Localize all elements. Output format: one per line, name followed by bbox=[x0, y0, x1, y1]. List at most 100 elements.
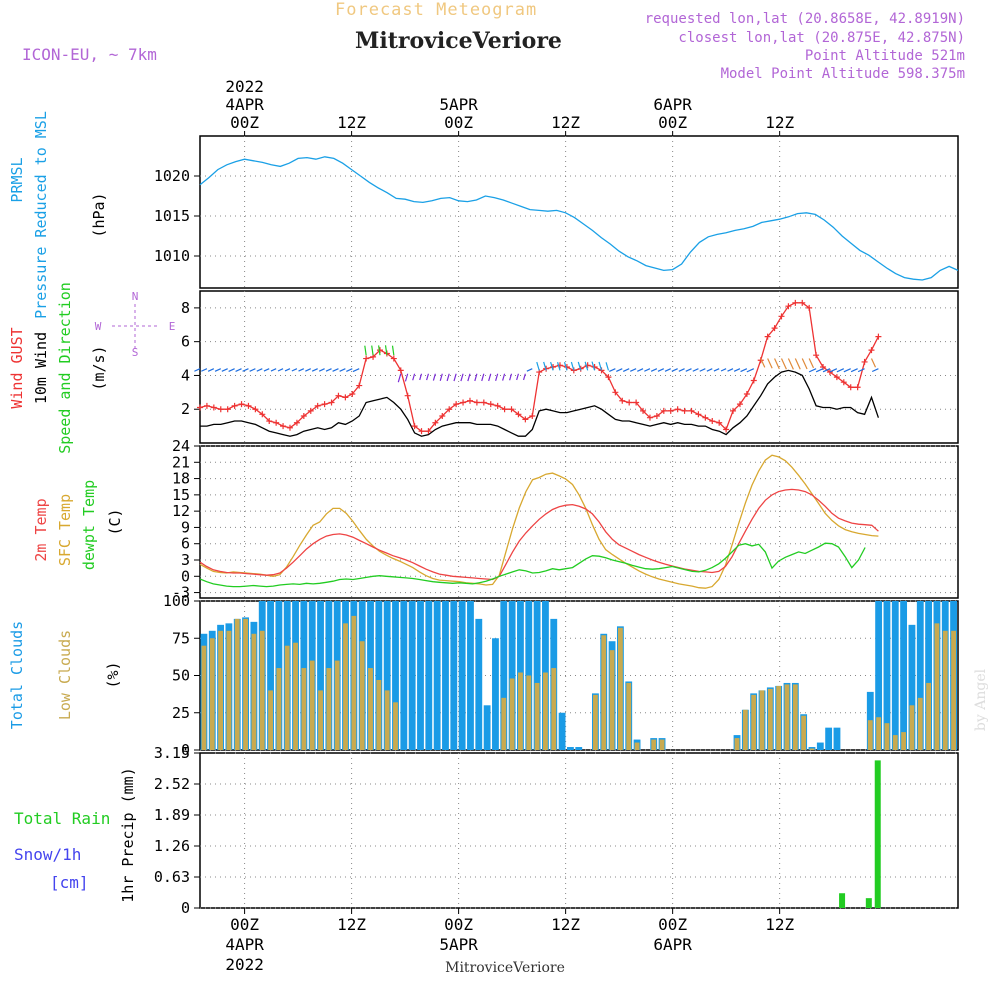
top-time-label: 00Z bbox=[444, 113, 473, 132]
low-cloud-bar bbox=[276, 668, 282, 750]
wind-arrow bbox=[352, 368, 360, 373]
total-cloud-bar bbox=[475, 618, 483, 750]
low-cloud-bar bbox=[343, 623, 348, 750]
precip-bar bbox=[865, 898, 872, 908]
gust-marker bbox=[460, 399, 467, 406]
wind-arrow bbox=[488, 373, 492, 382]
wind-arrow bbox=[836, 368, 845, 373]
wind-arrow bbox=[270, 368, 277, 372]
gust-marker bbox=[826, 369, 833, 376]
t2m-line bbox=[199, 488, 879, 581]
gust-marker bbox=[293, 419, 300, 426]
ytick-label: 0.63 bbox=[154, 868, 190, 886]
wind-arrow bbox=[291, 368, 298, 372]
low-cloud-bar bbox=[767, 688, 773, 750]
top-year-label: 2022 bbox=[225, 77, 264, 96]
wind-arrow bbox=[404, 373, 409, 382]
wind-arrow bbox=[509, 373, 513, 381]
wind-arrow bbox=[378, 345, 381, 356]
low-cloud-bar bbox=[526, 675, 532, 750]
top-time-label: 12Z bbox=[765, 113, 794, 132]
wind-arrow bbox=[787, 358, 794, 370]
ytick-label: 6 bbox=[181, 535, 190, 553]
gust-marker bbox=[508, 406, 515, 413]
bottom-time-label: 4APR bbox=[225, 935, 264, 954]
top-time-label: 4APR bbox=[225, 95, 264, 114]
wind-arrow bbox=[706, 368, 713, 372]
wind-arrow bbox=[332, 368, 339, 372]
low-cloud-bar bbox=[951, 630, 956, 750]
watermark: by Angel bbox=[973, 668, 989, 731]
footer-title: MitroviceVeriore bbox=[445, 960, 565, 976]
pressure-label-2: Pressure Reduced to MSL bbox=[32, 111, 50, 319]
wind-arrow bbox=[699, 368, 706, 372]
gust-marker bbox=[473, 399, 480, 406]
total-cloud-bar bbox=[891, 601, 899, 750]
gust-marker bbox=[197, 404, 203, 411]
total-cloud-bar bbox=[425, 601, 433, 750]
low-cloud-bar bbox=[867, 720, 873, 750]
low-cloud-bar bbox=[792, 684, 798, 750]
low-cloud-bar bbox=[226, 630, 232, 750]
gust-marker bbox=[640, 407, 647, 414]
total-cloud-bar bbox=[533, 601, 541, 750]
wind-arrow bbox=[850, 368, 858, 373]
ytick-label: 24 bbox=[172, 437, 190, 455]
gust-marker bbox=[224, 406, 231, 413]
bottom-time-label: 00Z bbox=[658, 915, 687, 934]
gust-marker bbox=[314, 402, 321, 409]
low-cloud-bar bbox=[251, 633, 257, 750]
gust-marker bbox=[203, 402, 210, 409]
gust-marker bbox=[335, 392, 342, 399]
wind-arrow bbox=[439, 373, 443, 381]
wind-arrow bbox=[325, 368, 332, 372]
wind-arrow bbox=[713, 368, 720, 372]
low-cloud-bar bbox=[501, 697, 507, 750]
wind-arrow bbox=[201, 368, 208, 372]
wind-arrow bbox=[740, 368, 748, 373]
wind-arrow bbox=[214, 368, 222, 372]
total-cloud-bar bbox=[916, 601, 924, 750]
wind-arrow bbox=[543, 361, 547, 371]
low-cloud-bar bbox=[268, 690, 273, 750]
low-cloud-bar bbox=[384, 690, 390, 750]
wind-arrow bbox=[277, 368, 284, 372]
low-cloud-bar bbox=[759, 690, 765, 750]
gust-marker bbox=[806, 304, 813, 311]
total-cloud-bar bbox=[875, 601, 883, 750]
bottom-time-label: 5APR bbox=[439, 935, 478, 954]
wind-arrow bbox=[727, 368, 734, 372]
ytick-label: 4 bbox=[181, 366, 190, 384]
total-cloud-bar bbox=[567, 747, 574, 750]
gust-marker bbox=[252, 406, 259, 413]
gust-marker bbox=[210, 404, 217, 411]
total-cloud-bar bbox=[375, 601, 383, 750]
low-cloud-bar bbox=[301, 668, 307, 750]
gust-marker bbox=[390, 355, 397, 362]
low-cloud-bar bbox=[518, 672, 523, 750]
low-cloud-bar bbox=[326, 668, 332, 750]
ytick-label: 3 bbox=[181, 551, 190, 569]
total-clouds-label: Total Clouds bbox=[8, 621, 26, 729]
gust-marker bbox=[404, 392, 411, 399]
wind-arrow bbox=[305, 368, 312, 372]
precip-axis-label: 1hr Precip (mm) bbox=[119, 767, 137, 902]
wind-arrow bbox=[391, 345, 395, 356]
wind-arrow bbox=[678, 368, 685, 372]
gust-marker bbox=[736, 401, 743, 408]
gust-marker bbox=[480, 399, 487, 406]
compass-w: W bbox=[95, 320, 102, 333]
wind-arrow bbox=[481, 373, 485, 382]
gust-marker bbox=[363, 355, 370, 362]
ytick-label: 1.89 bbox=[154, 806, 190, 824]
wind-arrow bbox=[318, 368, 325, 372]
total-cloud-bar bbox=[383, 601, 391, 750]
panel-frame-wind bbox=[199, 290, 959, 444]
ytick-label: 25 bbox=[172, 704, 190, 722]
wind-arrow bbox=[557, 362, 561, 371]
total-cloud-bar bbox=[833, 727, 841, 750]
gust-marker bbox=[646, 414, 653, 421]
wind-arrow bbox=[822, 368, 831, 373]
low-cloud-bar bbox=[209, 638, 215, 750]
